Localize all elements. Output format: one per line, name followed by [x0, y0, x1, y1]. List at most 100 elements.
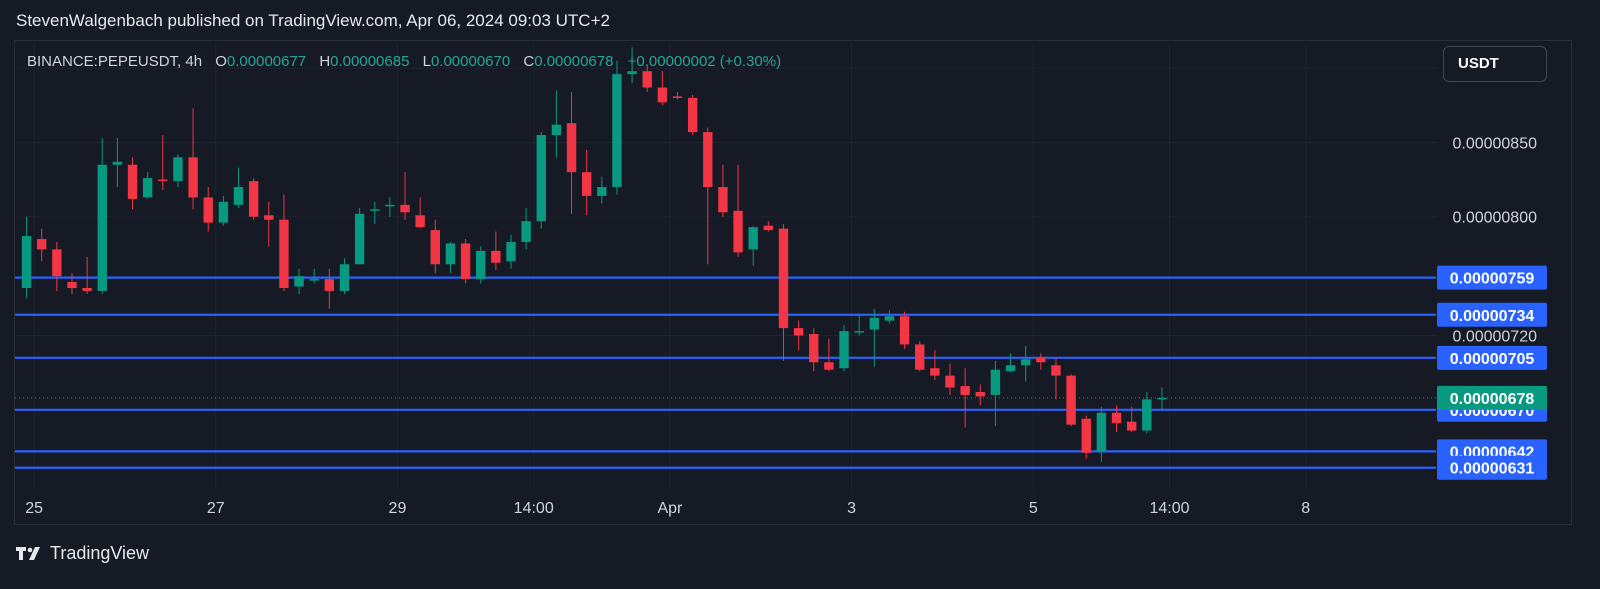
candle-down — [1081, 415, 1091, 459]
candle-down — [1111, 405, 1122, 433]
candle-body — [400, 204, 410, 213]
candle-up — [339, 258, 350, 294]
horizontal-levels[interactable] — [15, 276, 1436, 469]
level-price-label: 0.00000705 — [1437, 345, 1547, 370]
candle-down — [718, 164, 728, 217]
candle-up — [173, 154, 183, 188]
candle-body — [430, 230, 440, 265]
candle-body — [203, 197, 213, 223]
level-price-label-text: 0.00000759 — [1450, 271, 1535, 288]
candle-up — [476, 246, 486, 284]
x-tick-label: 5 — [1029, 500, 1038, 517]
candle-body — [1051, 365, 1061, 376]
candle-down — [158, 135, 168, 190]
price-labels: 0.000007590.000007340.000007050.00000670… — [1437, 265, 1547, 480]
x-tick-label: 27 — [207, 500, 225, 517]
candle-body — [597, 187, 607, 196]
candle-body — [945, 375, 955, 388]
candle-up — [536, 132, 546, 229]
candle-body — [869, 317, 880, 330]
candle-body — [763, 225, 774, 231]
candle-up — [97, 138, 107, 294]
candle-down — [67, 273, 77, 294]
candle-body — [778, 228, 789, 329]
publish-header: StevenWalgenbach published on TradingVie… — [0, 0, 1600, 40]
candle-down — [430, 219, 440, 274]
candle-body — [142, 178, 153, 198]
x-tick-label: 3 — [847, 500, 856, 517]
candle-down — [930, 350, 940, 381]
candle-body — [566, 123, 577, 173]
level-price-label-text: 0.00000631 — [1450, 461, 1535, 478]
candle-down — [52, 241, 62, 291]
candle-down — [1051, 357, 1061, 400]
candle-down — [460, 239, 471, 284]
candle-up — [627, 47, 637, 84]
candle-body — [1096, 412, 1107, 452]
candle-body — [627, 71, 637, 75]
candle-body — [899, 316, 910, 345]
candle-up — [990, 360, 1001, 427]
level-price-label: 0.00000631 — [1437, 455, 1547, 480]
low-key: L — [422, 53, 431, 70]
y-tick-label: 0.00000800 — [1452, 210, 1537, 227]
candle-body — [1066, 375, 1076, 425]
candle-down — [672, 91, 683, 100]
candle-up — [309, 268, 319, 284]
candle-body — [264, 215, 274, 220]
candle-down — [975, 384, 985, 406]
grid — [15, 40, 1438, 490]
candle-down — [915, 341, 925, 372]
candle-body — [324, 279, 335, 291]
candle-up — [370, 201, 380, 225]
level-price-label-bg — [1437, 455, 1547, 480]
tradingview-logo-icon[interactable] — [16, 545, 44, 561]
level-price-label-bg — [1437, 345, 1547, 370]
candle-body — [294, 276, 304, 287]
symbol-label[interactable]: BINANCE:PEPEUSDT, 4h — [27, 53, 203, 70]
candle-down — [37, 228, 47, 262]
candle-body — [82, 288, 92, 291]
candle-down — [642, 65, 652, 92]
level-price-label: 0.00000734 — [1437, 302, 1547, 327]
last-price-label: 0.00000678 — [1437, 385, 1547, 410]
candle-down — [248, 178, 259, 220]
candles — [21, 47, 1167, 462]
candle-body — [884, 316, 895, 321]
candle-up — [612, 60, 622, 195]
candle-up — [597, 176, 607, 204]
last-price-label-bg — [1437, 385, 1547, 410]
candlestick-chart[interactable]: 0.000009000.000008500.000008000.00000720… — [0, 0, 1600, 530]
candle-body — [460, 243, 471, 280]
candle-body — [748, 227, 758, 250]
candle-up — [218, 195, 229, 226]
candle-down — [1126, 406, 1137, 433]
high-key: H — [319, 53, 331, 70]
candle-down — [581, 149, 592, 216]
candle-body — [506, 241, 516, 262]
candle-body — [248, 181, 259, 217]
candle-body — [687, 97, 698, 133]
candle-down — [279, 194, 289, 291]
candle-body — [1142, 399, 1152, 431]
tradingview-brand[interactable]: TradingView — [50, 542, 150, 563]
candle-down — [733, 164, 743, 257]
currency-button[interactable]: USDT — [1443, 46, 1547, 82]
time-axis[interactable]: 25 27 29 14:00 Apr 3 5 14:00 8 — [25, 500, 1310, 517]
candle-up — [354, 207, 365, 265]
candle-down — [203, 187, 213, 232]
candle-body — [975, 391, 985, 397]
candle-body — [733, 210, 743, 253]
candle-up — [1096, 406, 1107, 462]
candle-down — [264, 201, 274, 247]
candle-body — [37, 239, 47, 250]
x-tick-label: 14:00 — [514, 500, 554, 517]
chart-panel[interactable] — [14, 40, 1572, 525]
candle-up — [294, 268, 304, 294]
candle-down — [188, 108, 198, 210]
candle-body — [536, 135, 546, 222]
candle-body — [385, 204, 395, 207]
candle-up — [1005, 353, 1016, 373]
candle-body — [642, 71, 652, 88]
candle-body — [188, 157, 198, 198]
